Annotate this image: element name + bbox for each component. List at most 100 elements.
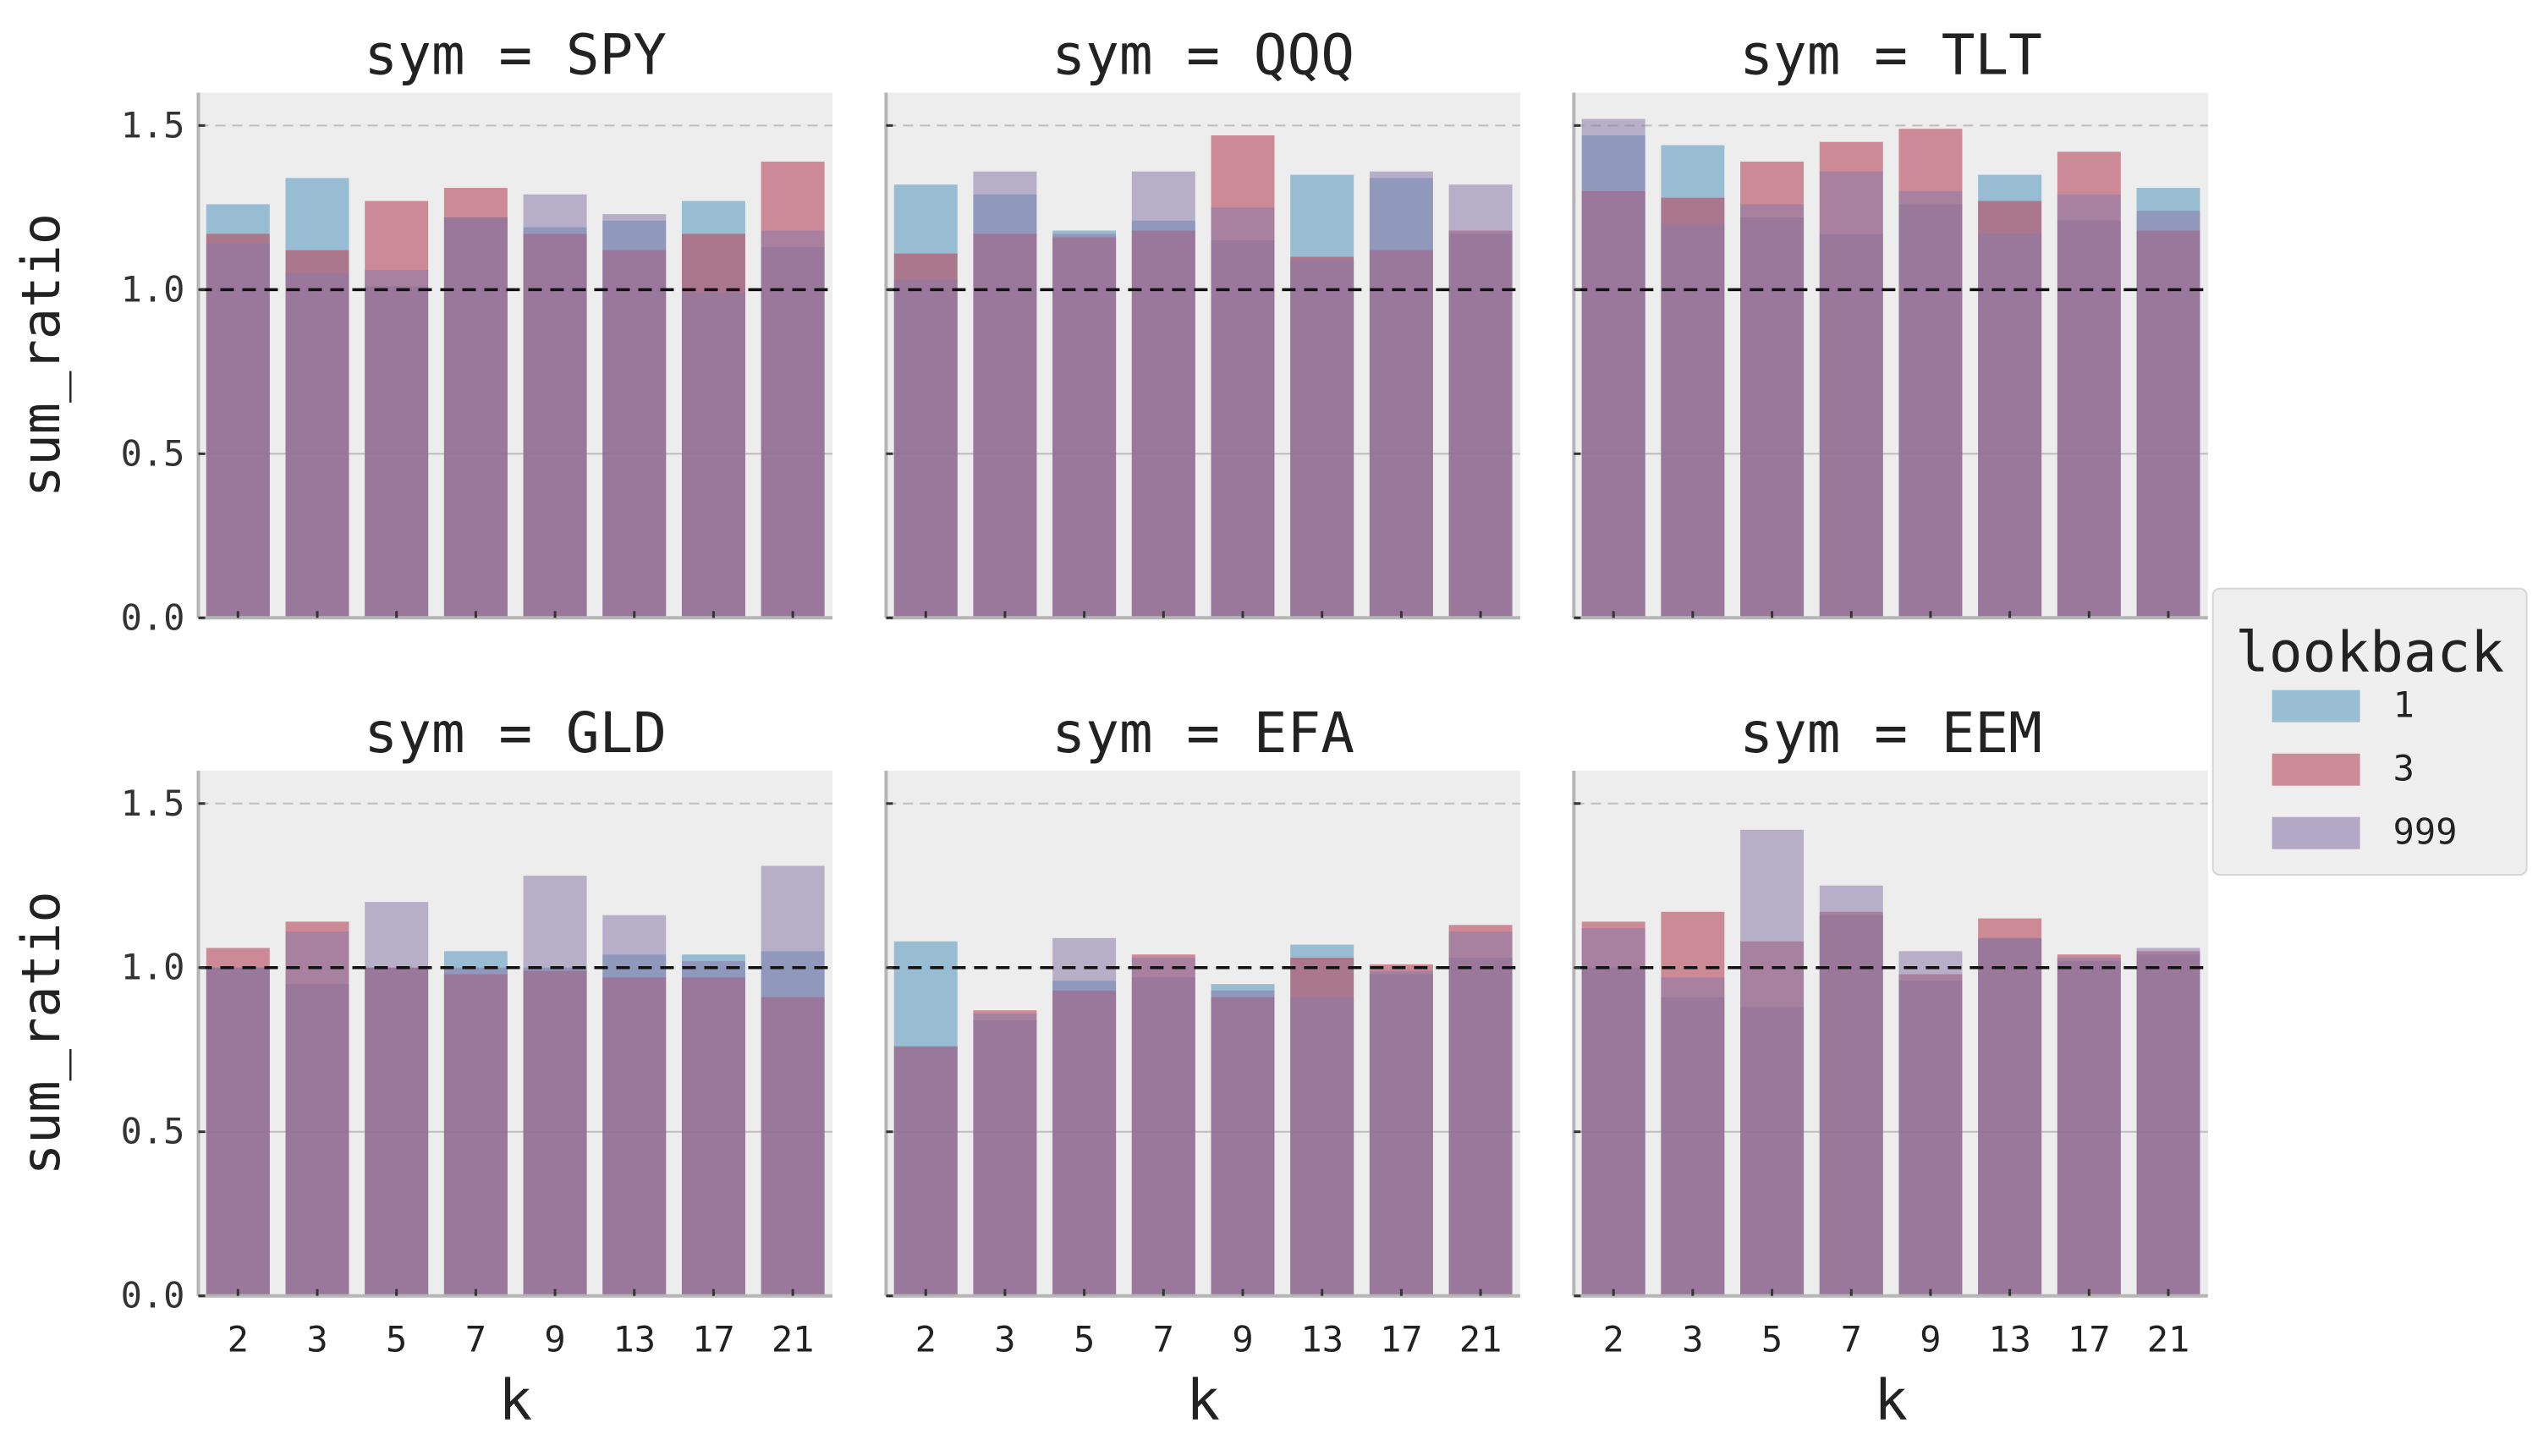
y-tick-label: 1.5: [121, 783, 185, 824]
x-tick-label: 13: [613, 1319, 656, 1360]
bar-eem-k2-lookback-999: [1581, 928, 1645, 1296]
bar-qqq-k17-lookback-999: [1369, 171, 1433, 618]
x-tick-label: 21: [772, 1319, 815, 1360]
bar-efa-k3-lookback-999: [973, 1014, 1037, 1296]
x-tick-label: 17: [2068, 1319, 2111, 1360]
x-tick-label: 7: [1153, 1319, 1174, 1360]
x-tick-label: 7: [1841, 1319, 1862, 1360]
x-axis-label: k: [1874, 1368, 1908, 1433]
x-tick-label: 2: [228, 1319, 249, 1360]
bar-gld-k2-lookback-999: [206, 967, 270, 1296]
bar-efa-k21-lookback-999: [1448, 931, 1513, 1296]
panel-title: sym = EFA: [1052, 701, 1354, 766]
x-tick-label: 9: [544, 1319, 565, 1360]
bar-tlt-k21-lookback-999: [2136, 211, 2200, 618]
panel-title: sym = QQQ: [1052, 23, 1354, 88]
facet-panel-efa: 2 3 5 7 9 13 17 21 sym = EFA k: [884, 701, 1520, 1433]
x-tick-label: 13: [1300, 1319, 1343, 1360]
y-axis-label: sum_ratio: [10, 891, 72, 1175]
bar-qqq-k5-lookback-999: [1052, 234, 1117, 618]
bar-tlt-k2-lookback-999: [1581, 118, 1645, 618]
bar-efa-k9-lookback-999: [1211, 990, 1275, 1296]
facet-panel-spy: 0.0 0.5 1.0 1.5 sym = SPY sum_ratio: [10, 23, 832, 638]
legend-swatch-1: [2272, 690, 2360, 723]
bar-eem-k9-lookback-999: [1898, 951, 1963, 1296]
bar-gld-k17-lookback-999: [681, 960, 745, 1296]
facet-panel-eem: 2 3 5 7 9 13 17 21 sym = EEM k: [1572, 701, 2208, 1433]
x-tick-label: 5: [1074, 1319, 1095, 1360]
bar-spy-k17-lookback-999: [681, 293, 745, 618]
y-tick-label: 0.5: [121, 1111, 185, 1152]
bar-gld-k9-lookback-999: [523, 876, 587, 1296]
x-tick-label: 21: [1459, 1319, 1502, 1360]
facet-panel-gld: 0.0 0.5 1.0 1.5 2 3 5 7 9 13 17 21 sym = GLD k sum_rat…: [10, 701, 832, 1433]
y-tick-label: 0.0: [121, 1275, 185, 1316]
legend-swatch-999: [2272, 816, 2360, 849]
x-tick-label: 2: [1603, 1319, 1624, 1360]
bar-efa-k17-lookback-999: [1369, 970, 1433, 1296]
bar-qqq-k21-lookback-999: [1448, 184, 1513, 618]
bar-spy-k3-lookback-999: [285, 272, 349, 618]
bar-gld-k13-lookback-999: [602, 915, 667, 1296]
bar-tlt-k13-lookback-999: [1978, 234, 2042, 618]
bar-qqq-k7-lookback-999: [1131, 171, 1195, 618]
bar-efa-k13-lookback-999: [1290, 997, 1354, 1296]
bar-gld-k21-lookback-999: [761, 865, 825, 1296]
legend-box: [2211, 587, 2528, 876]
bar-eem-k13-lookback-999: [1978, 937, 2042, 1296]
y-tick-label: 1.5: [121, 104, 185, 146]
bar-tlt-k5-lookback-999: [1740, 204, 1805, 618]
bar-gld-k3-lookback-999: [285, 931, 349, 1296]
bar-spy-k2-lookback-999: [206, 244, 270, 618]
y-tick-label: 1.0: [121, 268, 185, 310]
panel-title: sym = EEM: [1739, 701, 2042, 766]
x-tick-label: 3: [306, 1319, 327, 1360]
legend-label-1: 1: [2393, 684, 2414, 726]
x-tick-label: 3: [994, 1319, 1015, 1360]
bar-spy-k9-lookback-999: [523, 194, 587, 618]
bar-efa-k7-lookback-999: [1131, 958, 1195, 1296]
x-tick-label: 17: [1380, 1319, 1423, 1360]
bar-tlt-k17-lookback-999: [2057, 194, 2121, 618]
x-tick-label: 2: [915, 1319, 937, 1360]
x-tick-label: 13: [1988, 1319, 2031, 1360]
bar-tlt-k3-lookback-999: [1661, 223, 1725, 618]
x-tick-label: 21: [2147, 1319, 2190, 1360]
bar-eem-k21-lookback-999: [2136, 948, 2200, 1296]
bar-spy-k5-lookback-999: [365, 270, 429, 618]
bar-qqq-k2-lookback-999: [893, 279, 958, 618]
x-axis-label: k: [1186, 1368, 1220, 1433]
bar-spy-k13-lookback-999: [602, 214, 667, 618]
bar-qqq-k3-lookback-999: [973, 171, 1037, 618]
y-axis-label: sum_ratio: [10, 213, 72, 497]
facet-panel-qqq: sym = QQQ: [884, 23, 1520, 620]
bar-tlt-k9-lookback-999: [1898, 190, 1963, 618]
legend-title: lookback: [2235, 620, 2504, 685]
bar-eem-k3-lookback-999: [1661, 977, 1725, 1296]
bar-eem-k7-lookback-999: [1819, 885, 1883, 1296]
bar-gld-k5-lookback-999: [365, 902, 429, 1296]
bar-eem-k5-lookback-999: [1740, 829, 1805, 1296]
bar-qqq-k9-lookback-999: [1211, 207, 1275, 618]
legend-label-3: 3: [2393, 748, 2414, 789]
panel-title: sym = SPY: [364, 23, 667, 88]
x-tick-label: 7: [465, 1319, 486, 1360]
legend-label-999: 999: [2393, 811, 2458, 853]
facet-panel-tlt: sym = TLT: [1572, 23, 2208, 620]
bar-spy-k21-lookback-999: [761, 230, 825, 618]
x-tick-label: 17: [692, 1319, 735, 1360]
x-tick-label: 5: [386, 1319, 407, 1360]
bar-tlt-k7-lookback-999: [1819, 171, 1883, 618]
panel-title: sym = GLD: [364, 701, 667, 766]
y-tick-label: 0.0: [121, 596, 185, 638]
bar-qqq-k13-lookback-999: [1290, 260, 1354, 618]
y-tick-label: 0.5: [121, 432, 185, 474]
y-tick-label: 1.0: [121, 947, 185, 988]
legend-swatch-3: [2272, 753, 2360, 786]
bar-efa-k2-lookback-999: [893, 1046, 958, 1296]
bar-gld-k7-lookback-999: [443, 967, 508, 1296]
x-tick-label: 9: [1920, 1319, 1941, 1360]
x-tick-label: 5: [1761, 1319, 1783, 1360]
